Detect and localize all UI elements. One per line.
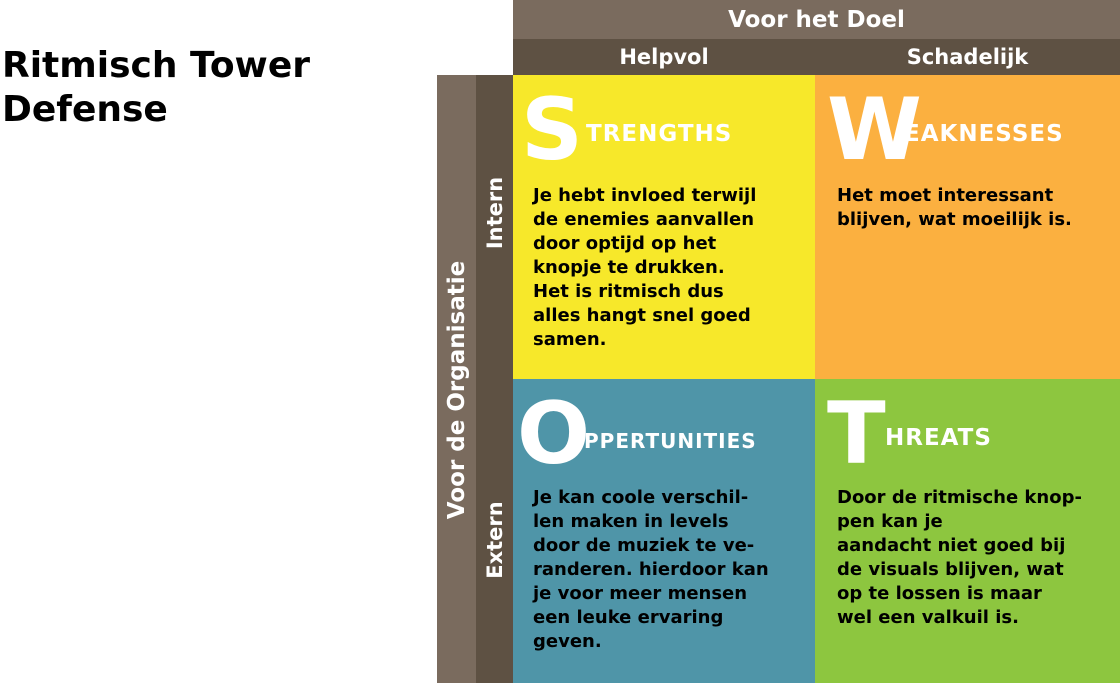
weaknesses-initial: W <box>827 80 922 180</box>
opportunities-text: Je kan coole verschil- len maken in leve… <box>533 487 769 652</box>
header-harmful-label: Schadelijk <box>906 45 1029 69</box>
header-harmful: Schadelijk <box>815 39 1120 75</box>
quadrant-weaknesses: W EAKNESSES Het moet interessant blijven… <box>815 75 1120 379</box>
header-internal-external <box>476 75 513 683</box>
strengths-text: Je hebt invloed terwijl de enemies aanva… <box>533 185 757 350</box>
threats-text: Door de ritmische knop- pen kan je aanda… <box>837 487 1082 628</box>
quadrant-opportunities: O PPERTUNITIES Je kan coole verschil- le… <box>513 379 815 683</box>
threats-title: HREATS <box>885 425 992 451</box>
quadrant-strengths: S TRENGTHS Je hebt invloed terwijl de en… <box>513 75 815 379</box>
header-helpful: Helpvol <box>513 39 815 75</box>
header-helpful-label: Helpvol <box>619 45 709 69</box>
weaknesses-text: Het moet interessant blijven, wat moeili… <box>837 185 1072 230</box>
opportunities-title: PPERTUNITIES <box>584 429 757 453</box>
threats-initial: T <box>827 384 886 484</box>
strengths-initial: S <box>521 80 583 180</box>
page-title: Ritmisch Tower Defense <box>2 45 310 130</box>
header-for-organization-label: Voor de Organisatie <box>444 260 470 520</box>
weaknesses-title: EAKNESSES <box>904 121 1064 147</box>
quadrant-threats: T HREATS Door de ritmische knop- pen kan… <box>815 379 1120 683</box>
header-for-goal: Voor het Doel <box>513 0 1120 39</box>
strengths-title: TRENGTHS <box>586 121 733 147</box>
opportunities-initial: O <box>517 384 591 484</box>
header-external-label: Extern <box>483 501 507 579</box>
header-for-organization <box>437 75 476 683</box>
header-internal-label: Intern <box>483 176 507 250</box>
header-for-goal-label: Voor het Doel <box>728 6 905 33</box>
